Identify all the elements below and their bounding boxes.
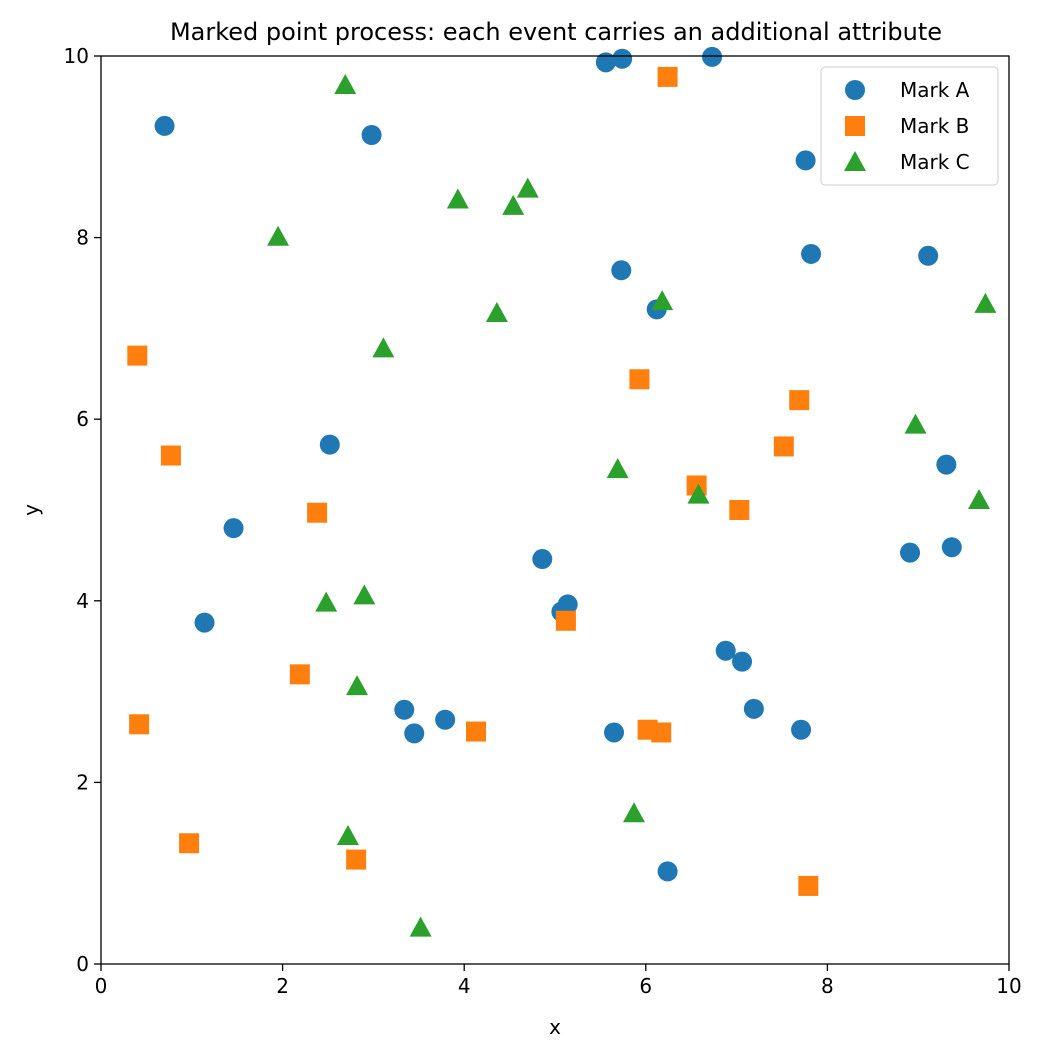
legend-marker-square xyxy=(845,116,865,136)
square-point xyxy=(555,610,576,631)
circle-point xyxy=(936,454,957,475)
square-point xyxy=(798,875,819,896)
plot-frame xyxy=(100,55,1010,965)
circle-point xyxy=(795,150,816,171)
square-point xyxy=(629,369,650,390)
series-circle xyxy=(154,46,962,882)
triangle-point xyxy=(974,292,997,313)
plot-area xyxy=(101,56,1009,964)
y-tick-label: 10 xyxy=(64,44,89,68)
triangle-point xyxy=(687,483,710,504)
circle-point xyxy=(702,46,723,67)
square-point xyxy=(179,833,200,854)
triangle-point xyxy=(336,824,359,845)
x-tick-label: 0 xyxy=(95,974,108,998)
square-point xyxy=(657,66,678,87)
legend-marker-circle xyxy=(845,80,865,100)
circle-point xyxy=(657,861,678,882)
circle-point xyxy=(361,124,382,145)
y-tick-label: 0 xyxy=(76,952,89,976)
circle-point xyxy=(611,260,632,281)
triangle-point xyxy=(622,802,645,823)
circle-point xyxy=(404,723,425,744)
circle-point xyxy=(918,245,939,266)
square-point xyxy=(789,390,810,411)
legend-label: Mark A xyxy=(900,78,970,102)
circle-point xyxy=(801,243,822,264)
triangle-point xyxy=(446,188,469,209)
triangle-point xyxy=(346,675,369,696)
triangle-point xyxy=(606,458,629,479)
square-point xyxy=(773,436,794,457)
legend-marker-triangle xyxy=(844,151,866,171)
y-axis-ticks: 0 2 4 6 8 10 xyxy=(64,44,101,976)
legend-label: Mark C xyxy=(900,150,970,174)
circle-point xyxy=(194,612,215,633)
triangle-point xyxy=(353,584,376,605)
square-point xyxy=(160,445,181,466)
triangle-point xyxy=(502,194,525,215)
circle-point xyxy=(732,651,753,672)
x-tick-label: 4 xyxy=(458,974,471,998)
series-square xyxy=(127,66,819,896)
circle-point xyxy=(595,52,616,73)
square-point xyxy=(651,722,672,743)
circle-point xyxy=(791,719,812,740)
data-points xyxy=(127,46,997,937)
x-tick-label: 8 xyxy=(821,974,834,998)
circle-point xyxy=(941,537,962,558)
triangle-point xyxy=(968,489,991,510)
square-point xyxy=(466,721,487,742)
triangle-point xyxy=(372,337,395,358)
square-point xyxy=(729,500,750,520)
legend: Mark A Mark B Mark C xyxy=(820,66,999,186)
x-tick-label: 2 xyxy=(276,974,289,998)
y-tick-label: 6 xyxy=(76,407,89,431)
circle-point xyxy=(743,698,764,719)
triangle-point xyxy=(315,591,338,612)
circle-point xyxy=(715,640,736,661)
square-point xyxy=(129,714,150,735)
series-triangle xyxy=(267,74,997,937)
triangle-point xyxy=(904,413,927,434)
triangle-point xyxy=(409,916,432,937)
triangle-point xyxy=(485,301,508,322)
triangle-point xyxy=(651,290,674,311)
square-point xyxy=(346,849,367,870)
circle-point xyxy=(394,699,415,720)
y-tick-label: 2 xyxy=(76,770,89,794)
y-axis-label: y xyxy=(19,504,43,516)
circle-point xyxy=(435,709,456,730)
y-tick-label: 4 xyxy=(76,589,89,613)
square-point xyxy=(289,664,310,685)
y-tick-label: 8 xyxy=(76,226,89,250)
square-point xyxy=(127,345,148,366)
circle-point xyxy=(557,594,578,615)
circle-point xyxy=(612,48,633,69)
x-tick-label: 10 xyxy=(996,974,1021,998)
triangle-point xyxy=(334,74,357,95)
triangle-point xyxy=(267,225,290,246)
chart-title: Marked point process: each event carries… xyxy=(170,18,942,46)
square-point xyxy=(307,502,328,523)
triangle-point xyxy=(516,177,539,198)
x-axis-ticks: 0 2 4 6 8 10 xyxy=(95,964,1022,998)
circle-point xyxy=(900,542,921,563)
circle-point xyxy=(532,549,553,570)
legend-box xyxy=(820,66,999,186)
x-axis-label: x xyxy=(549,1015,561,1039)
circle-point xyxy=(604,722,625,743)
circle-point xyxy=(154,115,175,136)
legend-label: Mark B xyxy=(900,114,969,138)
x-tick-label: 6 xyxy=(639,974,652,998)
circle-point xyxy=(319,434,340,455)
circle-point xyxy=(223,518,244,539)
